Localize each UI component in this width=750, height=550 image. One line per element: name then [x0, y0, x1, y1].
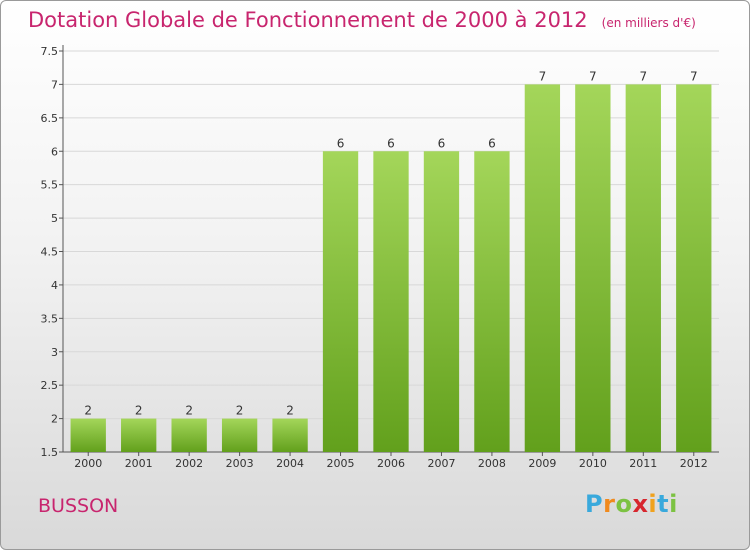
bar	[322, 151, 359, 452]
chart-title: Dotation Globale de Fonctionnement de 20…	[28, 8, 696, 32]
logo-letter: i	[648, 490, 658, 518]
data-label: 6	[387, 136, 395, 150]
data-label: 6	[438, 136, 446, 150]
x-tick-label: 2003	[226, 457, 254, 470]
x-tick-label: 2002	[175, 457, 203, 470]
x-tick-label: 2004	[276, 457, 304, 470]
x-tick-label: 2009	[528, 457, 556, 470]
y-tick-label: 4	[51, 279, 58, 292]
y-tick-label: 2	[51, 413, 58, 426]
x-tick-label: 2000	[74, 457, 102, 470]
bars	[70, 84, 712, 453]
bar	[171, 418, 207, 452]
y-tick-label: 5	[51, 212, 58, 225]
bar	[575, 84, 611, 453]
bar	[373, 151, 409, 452]
y-tick-label: 6	[51, 145, 58, 158]
y-tick-label: 3	[51, 346, 58, 359]
bar	[524, 84, 561, 453]
bar	[474, 151, 510, 452]
y-tick-label: 4.5	[41, 246, 59, 259]
x-tick-label: 2011	[629, 457, 657, 470]
x-tick-label: 2006	[377, 457, 405, 470]
logo-letter: x	[632, 490, 649, 518]
logo-letter: P	[585, 490, 604, 518]
bar	[272, 418, 308, 452]
labels: 1.5 2 2.5 3 3.5 4 4.5 5 5.5 6 6.5 7 7.5 2 2000 2 2001 2 20…	[41, 45, 708, 470]
data-label: 2	[84, 404, 92, 418]
bar	[625, 84, 661, 453]
data-label: 6	[488, 136, 496, 150]
bar	[121, 418, 157, 452]
chart-title-text: Dotation Globale de Fonctionnement de 20…	[28, 8, 588, 32]
bar	[221, 418, 258, 452]
data-label: 2	[286, 404, 294, 418]
x-tick-label: 2012	[680, 457, 708, 470]
y-tick-label: 6.5	[41, 112, 59, 125]
bar	[70, 418, 106, 452]
y-tick-label: 7	[51, 78, 58, 91]
logo-letter: i	[669, 490, 678, 518]
data-label: 7	[539, 69, 547, 83]
data-label: 7	[690, 69, 698, 83]
bar	[676, 84, 712, 453]
x-tick-label: 2007	[427, 457, 455, 470]
data-label: 2	[236, 404, 244, 418]
x-tick-label: 2001	[125, 457, 153, 470]
data-label: 2	[185, 404, 193, 418]
logo-letter: o	[615, 490, 633, 518]
y-tick-label: 2.5	[41, 379, 59, 392]
y-tick-label: 3.5	[41, 312, 59, 325]
x-tick-label: 2010	[579, 457, 607, 470]
logo-letter: r	[603, 490, 616, 518]
y-tick-label: 7.5	[41, 45, 59, 58]
x-tick-label: 2008	[478, 457, 506, 470]
proxiti-logo[interactable]: Proxiti	[585, 490, 678, 518]
data-label: 7	[639, 69, 647, 83]
logo-letter: t	[657, 490, 670, 518]
x-tick-label: 2005	[327, 457, 355, 470]
data-label: 2	[135, 404, 143, 418]
data-label: 6	[337, 136, 345, 150]
data-label: 7	[589, 69, 597, 83]
bar	[423, 151, 460, 452]
y-tick-label: 1.5	[41, 446, 59, 459]
commune-name: BUSSON	[38, 495, 119, 517]
chart-unit: (en milliers d'€)	[601, 16, 696, 30]
y-tick-label: 5.5	[41, 179, 59, 192]
